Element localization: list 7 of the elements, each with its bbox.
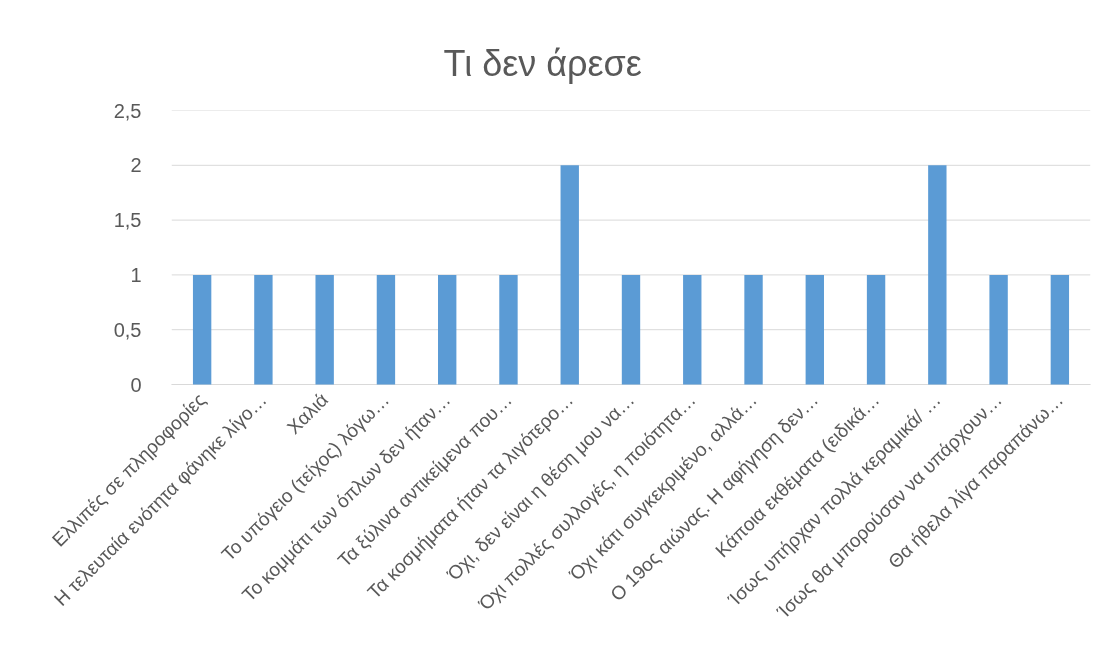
y-tick-label: 2,5 <box>113 99 142 122</box>
chart-title: Τι δεν άρεσε <box>443 42 642 84</box>
y-tick-label: 2 <box>130 154 142 177</box>
y-tick-label: 1 <box>130 263 142 286</box>
y-tick-label: 0,5 <box>113 318 142 341</box>
y-tick-label: 1,5 <box>113 209 142 232</box>
y-tick-label: 0 <box>130 373 142 396</box>
